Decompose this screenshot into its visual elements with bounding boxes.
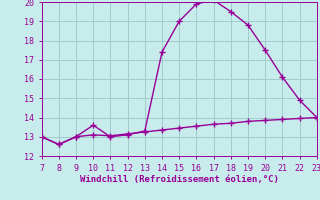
X-axis label: Windchill (Refroidissement éolien,°C): Windchill (Refroidissement éolien,°C) [80,175,279,184]
